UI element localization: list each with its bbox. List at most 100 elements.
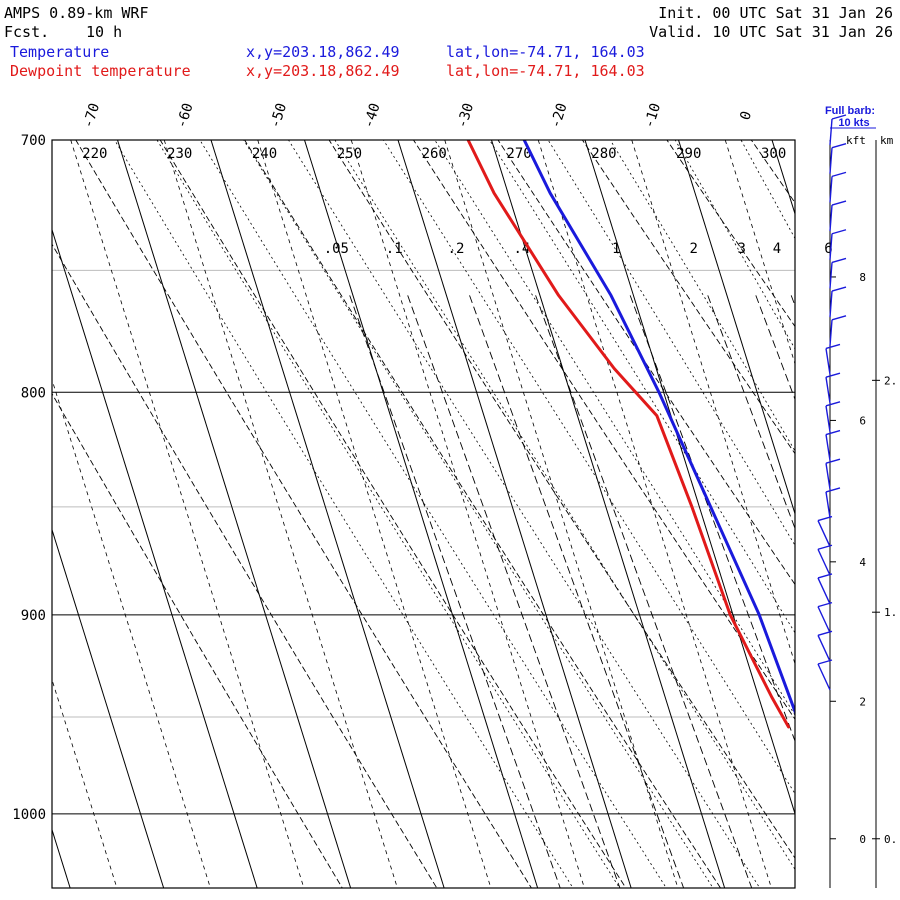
mixing-ratio-label: .2 xyxy=(448,241,465,257)
moist-adiabat xyxy=(434,140,795,716)
wind-barb xyxy=(829,114,847,146)
wind-barb xyxy=(825,429,841,461)
isotherm-line xyxy=(771,140,795,216)
isotherm-line xyxy=(491,140,726,888)
isotherm-line xyxy=(304,140,539,888)
dry-adiabat xyxy=(328,140,795,859)
wind-barb-flag xyxy=(831,114,847,120)
isotherm-line xyxy=(210,140,445,888)
isotherm-line xyxy=(52,828,71,888)
wind-barb-flag xyxy=(831,257,847,264)
dry-adiabat xyxy=(881,85,900,900)
km-axis-label: km xyxy=(880,134,894,147)
wind-barb-staff xyxy=(829,147,833,174)
isotherm-line xyxy=(70,140,305,888)
dry-adiabat xyxy=(75,140,532,888)
dry-adiabat-label: 250 xyxy=(337,146,362,162)
dry-adiabat-label: 300 xyxy=(761,146,786,162)
wind-barb xyxy=(829,315,847,346)
wind-barb-flag xyxy=(825,458,841,464)
legend-temperature-xy: x,y=203.18,862.49 xyxy=(246,43,400,61)
isotherm-line xyxy=(0,140,23,888)
mixing-ratio-label: .1 xyxy=(386,241,403,257)
plot-frame xyxy=(51,139,796,889)
mixing-ratio-line xyxy=(349,295,561,888)
wind-barb-staff xyxy=(829,233,833,260)
mixing-ratio-line xyxy=(755,295,795,401)
model-title: AMPS 0.89-km WRF xyxy=(4,4,149,22)
wind-barb-flag xyxy=(825,401,841,407)
mixing-ratio-label: 3 xyxy=(737,241,745,257)
wind-barb-staff xyxy=(817,663,831,691)
wind-barb-staff xyxy=(825,405,831,432)
dry-adiabat xyxy=(52,243,438,888)
wind-barb-flag xyxy=(831,200,847,206)
mixing-ratio-line xyxy=(407,295,621,888)
moist-adiabat xyxy=(489,140,795,634)
isotherm-tick-label: -70 xyxy=(80,101,103,130)
moist-adiabat xyxy=(288,140,761,888)
isotherm-line xyxy=(584,140,795,816)
dry-adiabat-label: 230 xyxy=(167,146,192,162)
wind-barb-staff xyxy=(829,118,833,146)
mixing-ratio-lines xyxy=(349,295,795,888)
dry-adiabat-label: 280 xyxy=(591,146,616,162)
wind-barb-staff xyxy=(825,348,831,375)
wind-barb-flag xyxy=(831,286,847,292)
isotherm-line xyxy=(631,140,795,666)
kft-tick-label: 8 xyxy=(859,271,866,284)
legend-temperature-latlon: lat,lon=-74.71, 164.03 xyxy=(446,43,645,61)
mixing-ratio-line xyxy=(535,295,753,888)
isotherm-line xyxy=(397,140,632,888)
isotherm-line xyxy=(350,140,585,888)
wind-barb-staff xyxy=(825,377,831,404)
pressure-tick-label: 700 xyxy=(21,133,46,149)
wind-barb-staff xyxy=(829,319,833,346)
wind-barb xyxy=(829,200,847,232)
isotherm-tick-label: -20 xyxy=(548,101,571,130)
wind-barb xyxy=(825,458,841,490)
moist-adiabat xyxy=(674,140,795,350)
dry-adiabat-label: 220 xyxy=(82,146,107,162)
moist-adiabat xyxy=(382,140,795,795)
wind-barb-flag xyxy=(831,315,847,321)
wind-barb xyxy=(829,143,847,174)
mixing-ratio-label: .05 xyxy=(324,241,349,257)
moist-adiabat xyxy=(156,140,621,888)
kft-axis-label: kft xyxy=(846,134,866,147)
kft-tick-label: 0 xyxy=(859,833,866,846)
isotherm-line xyxy=(724,140,795,366)
moist-adiabat xyxy=(609,140,795,452)
wind-barb-staff xyxy=(829,204,833,232)
mixing-ratio-line xyxy=(469,295,685,888)
pressure-tick-label: 900 xyxy=(21,608,46,624)
wind-barb-staff xyxy=(817,606,831,633)
isotherm-line xyxy=(52,378,211,888)
dry-adiabat-label: 290 xyxy=(676,146,701,162)
profile-temperature xyxy=(522,140,795,716)
wind-barb-staff xyxy=(817,577,831,605)
wind-barb-flag xyxy=(825,487,841,493)
kft-tick-label: 6 xyxy=(859,414,866,427)
dry-adiabat xyxy=(581,140,795,455)
dry-adiabat xyxy=(797,85,900,900)
wind-panel: Full barb: 10 kts kft km 0 2 4 6 8 0. 1. 2. xyxy=(817,105,897,888)
isotherm-tick-label: -60 xyxy=(174,101,197,130)
moist-adiabat xyxy=(547,140,795,547)
isotherm-tick-label: -10 xyxy=(641,101,664,130)
wind-barb-staff xyxy=(829,176,833,203)
moist-adiabat xyxy=(334,140,795,871)
isotherm-tick-label: -40 xyxy=(361,101,384,130)
legend-temperature-label: Temperature xyxy=(10,43,109,61)
fcst-value: 10 h xyxy=(86,23,122,41)
dry-adiabat xyxy=(244,140,722,888)
legend-dewpoint-latlon: lat,lon=-74.71, 164.03 xyxy=(446,62,645,80)
moist-adiabat xyxy=(841,85,900,900)
mixing-ratio-label: 2 xyxy=(689,241,697,257)
km-tick-label: 0. xyxy=(884,833,897,846)
wind-barb xyxy=(825,372,841,404)
wind-barb-staff xyxy=(825,434,831,461)
wind-barb xyxy=(829,229,847,260)
